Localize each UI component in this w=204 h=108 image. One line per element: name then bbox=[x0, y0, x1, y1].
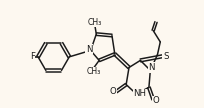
Text: O: O bbox=[110, 87, 117, 96]
Text: CH₃: CH₃ bbox=[86, 67, 101, 76]
Text: N: N bbox=[148, 63, 155, 72]
Text: NH: NH bbox=[134, 89, 147, 98]
Text: N: N bbox=[86, 44, 92, 54]
Text: F: F bbox=[30, 52, 35, 61]
Text: S: S bbox=[163, 52, 169, 61]
Text: CH₃: CH₃ bbox=[88, 17, 102, 27]
Text: O: O bbox=[152, 96, 159, 105]
